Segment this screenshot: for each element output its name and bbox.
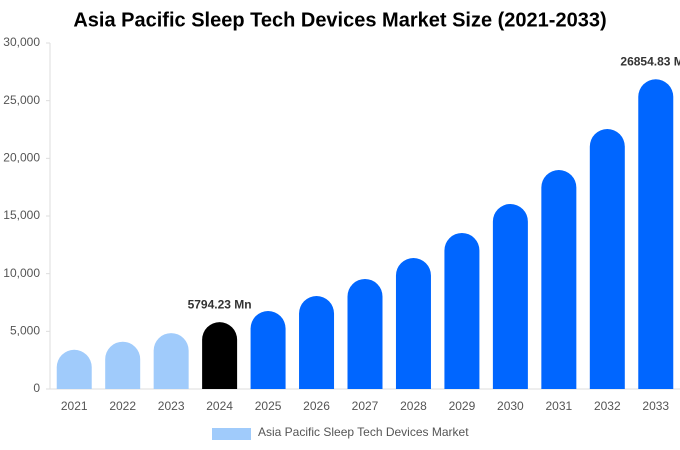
bar: [541, 170, 577, 389]
bar: [153, 333, 189, 389]
bar: [638, 79, 674, 389]
y-tick-label: 25,000: [3, 93, 40, 107]
x-tick-label: 2030: [497, 399, 524, 413]
bar: [202, 322, 238, 389]
value-label: 26854.83 Mn: [620, 54, 680, 68]
x-tick-label: 2026: [303, 399, 330, 413]
y-tick-label: 20,000: [3, 151, 40, 165]
x-tick-label: 2022: [109, 399, 136, 413]
x-tick-label: 2024: [206, 399, 233, 413]
bar: [492, 204, 528, 389]
x-tick-label: 2023: [158, 399, 185, 413]
y-tick-label: 10,000: [3, 266, 40, 280]
value-label: 5794.23 Mn: [188, 297, 252, 311]
x-tick-label: 2033: [642, 399, 669, 413]
x-tick-label: 2029: [449, 399, 476, 413]
x-tick-label: 2021: [61, 399, 88, 413]
bar: [589, 129, 625, 389]
y-tick-label: 0: [33, 381, 40, 395]
y-tick-label: 15,000: [3, 208, 40, 222]
legend-swatch: [212, 428, 251, 440]
x-tick-label: 2028: [400, 399, 427, 413]
bar: [347, 278, 383, 389]
x-tick-label: 2031: [545, 399, 572, 413]
bar: [299, 296, 335, 389]
bar: [250, 311, 286, 389]
bar: [56, 349, 92, 389]
legend-label: Asia Pacific Sleep Tech Devices Market: [258, 425, 469, 439]
bar: [395, 257, 431, 389]
x-tick-label: 2025: [255, 399, 282, 413]
bar: [444, 232, 480, 389]
y-tick-label: 5,000: [10, 324, 40, 338]
chart-title: Asia Pacific Sleep Tech Devices Market S…: [73, 9, 606, 31]
x-tick-label: 2027: [352, 399, 379, 413]
x-tick-label: 2032: [594, 399, 621, 413]
bar: [105, 341, 141, 389]
y-tick-label: 30,000: [3, 35, 40, 49]
